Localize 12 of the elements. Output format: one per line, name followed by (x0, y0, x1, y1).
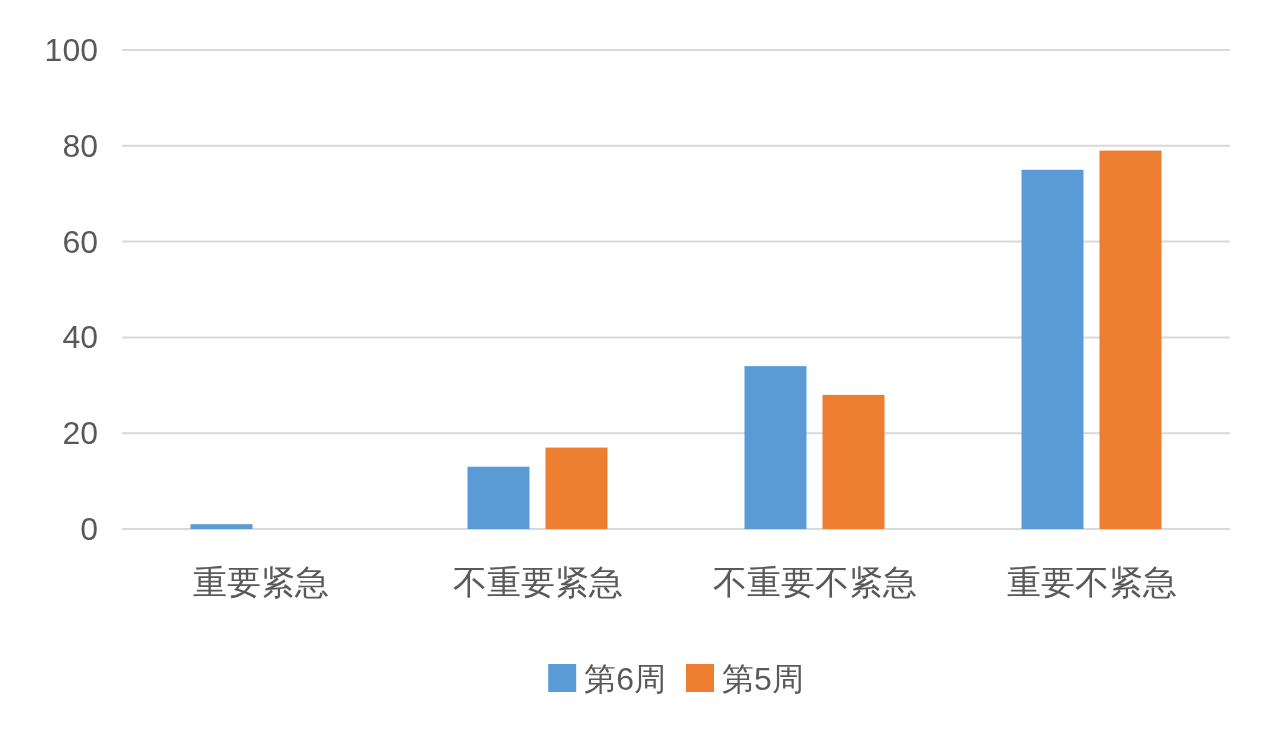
y-tick-label: 0 (80, 511, 98, 547)
y-tick-label: 20 (62, 415, 98, 452)
y-tick-label: 60 (62, 223, 98, 260)
x-tick-label: 重要紧急 (192, 563, 329, 601)
x-tick-label: 不重要紧急 (452, 563, 623, 601)
legend-label: 第6周 (584, 661, 666, 697)
y-tick-label: 80 (62, 127, 98, 164)
x-tick-label: 重要不紧急 (1006, 563, 1177, 601)
y-tick-label: 40 (62, 319, 98, 356)
y-tick-label: 100 (44, 32, 98, 68)
legend-label: 第5周 (722, 661, 804, 697)
x-tick-label: 不重要不紧急 (712, 563, 917, 601)
